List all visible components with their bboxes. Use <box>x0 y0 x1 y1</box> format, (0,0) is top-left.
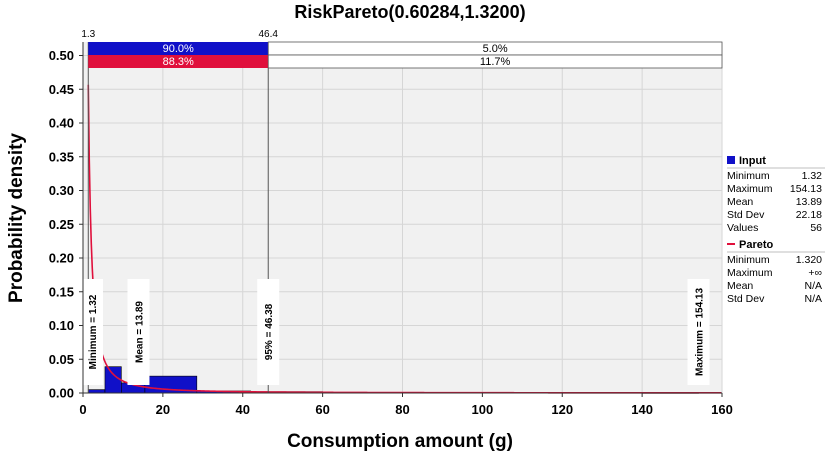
legend-stat-value: N/A <box>804 293 822 305</box>
legend: Input Minimum 1.32 Maximum 154.13 Mean 13.89 St… <box>727 155 825 305</box>
x-tick-label: 100 <box>472 402 494 417</box>
y-tick-label: 0.25 <box>49 217 74 232</box>
legend-stat-label: Maximum <box>727 183 773 195</box>
y-tick-label: 0.20 <box>49 251 74 266</box>
marker-label: Mean = 13.89 <box>134 301 145 363</box>
legend-stat-label: Minimum <box>727 170 770 182</box>
pareto-right-pct: 11.7% <box>480 56 511 68</box>
marker-box <box>257 279 280 385</box>
x-tick-label: 160 <box>711 402 733 417</box>
input-legend-title: Input <box>739 155 766 167</box>
marker-label: Minimum = 1.32 <box>88 294 99 369</box>
y-axis-label: Probability density <box>6 133 27 303</box>
right-delimiter-value: 46.4 <box>258 29 278 40</box>
legend-stat-label: Mean <box>727 196 753 208</box>
x-tick-label: 120 <box>551 402 573 417</box>
marker-box <box>81 279 103 385</box>
pareto-right-bar <box>267 54 723 69</box>
y-tick-label: 0.10 <box>49 318 74 333</box>
x-tick-label: 20 <box>156 402 170 417</box>
pareto-middle-pct: 88.3% <box>163 56 194 68</box>
legend-stat-value: 13.89 <box>796 196 822 208</box>
legend-stat-value: +∞ <box>808 267 822 279</box>
input-legend-swatch <box>727 156 735 164</box>
x-axis-label: Consumption amount (g) <box>287 431 513 452</box>
legend-stat-label: Std Dev <box>727 209 765 221</box>
histogram-bar <box>104 366 122 394</box>
legend-stat-label: Maximum <box>727 267 773 279</box>
marker-label: 95% = 46.38 <box>264 303 275 360</box>
x-ticks: 0 20 40 60 80 100 120 140 160 <box>79 393 733 417</box>
legend-stat-label: Mean <box>727 280 753 292</box>
marker-labels: Minimum = 1.32 Mean = 13.89 95% = 46.38 Max… <box>81 279 710 385</box>
marker-label: Maximum = 154.13 <box>695 288 706 377</box>
x-tick-label: 40 <box>236 402 250 417</box>
y-tick-label: 0.15 <box>49 284 74 299</box>
x-tick-label: 0 <box>79 402 86 417</box>
input-middle-bar <box>88 42 269 55</box>
marker-box <box>127 279 150 385</box>
input-right-pct: 5.0% <box>483 43 508 55</box>
left-delimiter-value: 1.3 <box>81 29 95 40</box>
x-tick-label: 60 <box>315 402 329 417</box>
legend-stat-label: Values <box>727 222 758 234</box>
pareto-legend-title: Pareto <box>739 239 774 251</box>
y-tick-label: 0.45 <box>49 82 74 97</box>
marker-box <box>687 279 710 385</box>
y-tick-label: 0.40 <box>49 116 74 131</box>
legend-stat-value: 154.13 <box>790 183 822 195</box>
input-middle-pct: 90.0% <box>163 43 194 55</box>
legend-stat-value: N/A <box>804 280 822 292</box>
y-tick-label: 0.50 <box>49 48 74 63</box>
grid-lines <box>83 42 723 393</box>
legend-stat-value: 1.32 <box>802 170 823 182</box>
legend-stat-value: 56 <box>810 222 822 234</box>
y-tick-label: 0.35 <box>49 149 74 164</box>
legend-stat-label: Std Dev <box>727 293 765 305</box>
chart-title: RiskPareto(0.60284,1.3200) <box>294 2 525 22</box>
histogram-bar <box>87 389 106 394</box>
y-tick-label: 0.00 <box>49 386 74 401</box>
y-ticks: 0.00 0.05 0.10 0.15 0.20 0.25 0.30 0.35 0.40 0.45… <box>49 48 83 401</box>
y-tick-label: 0.30 <box>49 183 74 198</box>
percentage-bars: 90.0% 5.0% 88.3% 11.7% 1.3 46.4 <box>81 29 723 69</box>
legend-stat-label: Minimum <box>727 254 770 266</box>
x-tick-label: 80 <box>395 402 409 417</box>
y-tick-label: 0.05 <box>49 352 74 367</box>
legend-stat-value: 1.320 <box>796 254 822 266</box>
legend-stat-value: 22.18 <box>796 209 822 221</box>
pareto-middle-bar <box>88 55 269 68</box>
x-tick-label: 140 <box>631 402 653 417</box>
